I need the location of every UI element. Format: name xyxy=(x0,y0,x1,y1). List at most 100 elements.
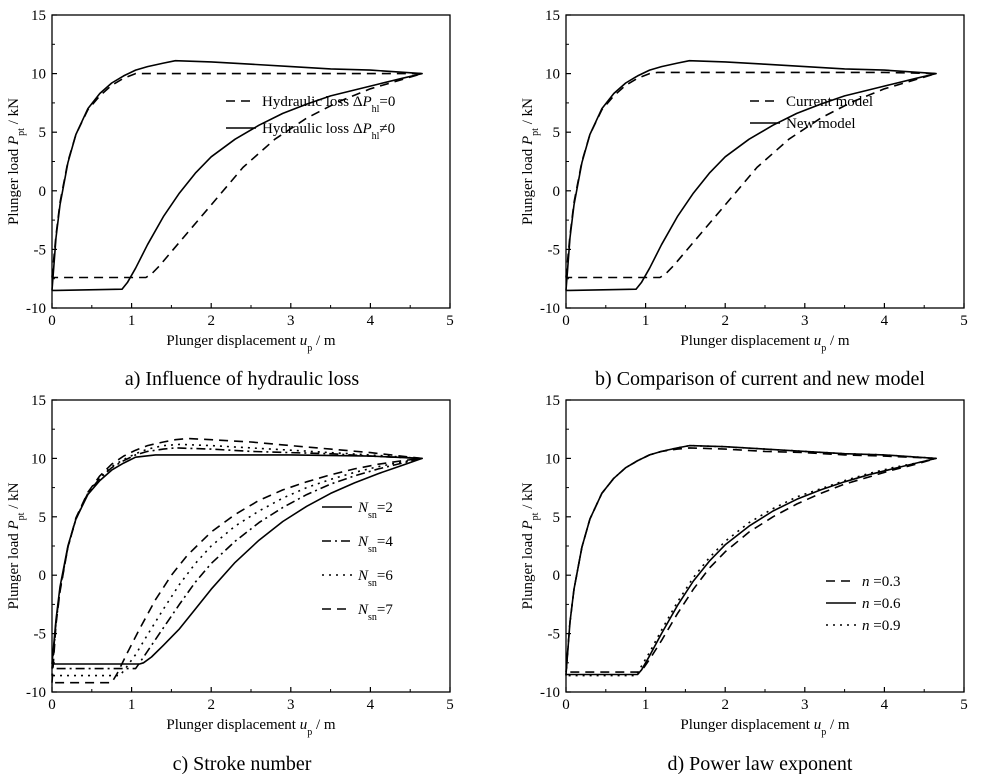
y-tick-label: 5 xyxy=(553,125,561,141)
y-tick-label: -5 xyxy=(548,242,561,258)
legend-entry-text: Hydraulic loss Δ xyxy=(262,121,363,137)
x-axis-label: Plunger displacement up / m xyxy=(680,717,849,738)
y-axis-label: Plunger load Ppt / kN xyxy=(6,482,27,609)
x-axis-label-text: Plunger displacement xyxy=(680,717,813,733)
plot-frame xyxy=(565,399,965,693)
plot-frame xyxy=(565,14,965,309)
series-line-1 xyxy=(51,59,423,292)
legend-entry: n =0.9 xyxy=(862,618,900,634)
y-tick-label: -10 xyxy=(26,685,46,701)
x-axis-label-var: u xyxy=(814,333,822,349)
y-axis-label-var: P xyxy=(6,136,22,146)
x-tick-label: 3 xyxy=(801,313,809,329)
legend-entry: Hydraulic loss ΔPhl=0 xyxy=(262,94,395,115)
x-tick-label: 1 xyxy=(642,697,650,713)
legend: Current model New model xyxy=(750,94,873,132)
x-axis-label-var: u xyxy=(300,333,308,349)
legend: n =0.3n =0.6n =0.9 xyxy=(826,574,901,634)
x-axis-label-sub: p xyxy=(821,343,826,354)
legend-entry-text: New model xyxy=(786,116,856,132)
y-tick-label: 15 xyxy=(31,393,46,409)
y-axis-label: Plunger load Ppt / kN xyxy=(6,98,27,225)
x-tick-label: 0 xyxy=(48,697,56,713)
x-axis-label-unit: / m xyxy=(826,717,850,733)
legend-entry-var: n xyxy=(862,618,870,634)
x-axis-label-text: Plunger displacement xyxy=(680,333,813,349)
x-axis-label-unit: / m xyxy=(826,333,850,349)
y-axis-label-sub: pt xyxy=(16,128,27,136)
y-tick-label: 15 xyxy=(31,8,46,24)
y-axis-label-var: P xyxy=(520,136,536,146)
y-tick-label: -5 xyxy=(548,627,561,643)
series-line-1 xyxy=(565,444,937,676)
x-axis-label: Plunger displacement up / m xyxy=(166,333,335,354)
x-tick-label: 3 xyxy=(287,313,295,329)
y-axis-label-text: Plunger load xyxy=(520,529,536,609)
x-tick-label: 5 xyxy=(446,697,454,713)
legend-entry-var: P xyxy=(361,94,371,110)
y-tick-label: -10 xyxy=(540,685,560,701)
y-axis-label-sub: pt xyxy=(530,512,541,520)
legend-entry-tail: =7 xyxy=(377,602,393,618)
legend-entry-tail: =0.9 xyxy=(870,618,901,634)
x-tick-label: 5 xyxy=(960,313,968,329)
legend-entry: Hydraulic loss ΔPhl≠0 xyxy=(262,121,395,142)
x-axis-label: Plunger displacement up / m xyxy=(166,717,335,738)
legend-entry-tail: =0 xyxy=(379,94,395,110)
series-line-3 xyxy=(51,437,423,684)
legend-entry-tail: ≠0 xyxy=(379,121,395,137)
series-line-0 xyxy=(565,71,937,279)
legend-entry-sub: sn xyxy=(368,612,377,623)
y-axis-label-sub: pt xyxy=(16,512,27,520)
y-tick-label: 10 xyxy=(545,67,560,83)
y-axis-label-text: Plunger load xyxy=(6,529,22,609)
x-axis-label: Plunger displacement up / m xyxy=(680,333,849,354)
x-tick-label: 1 xyxy=(128,697,136,713)
legend-entry-text: Hydraulic loss Δ xyxy=(262,94,363,110)
y-tick-label: 10 xyxy=(31,67,46,83)
y-tick-label: 15 xyxy=(545,393,560,409)
y-tick-label: 0 xyxy=(39,184,47,200)
legend-entry-tail: =6 xyxy=(377,568,393,584)
legend-entry-sub: hl xyxy=(372,131,380,142)
y-tick-label: 5 xyxy=(553,510,561,526)
legend-entry-var: N xyxy=(357,534,369,550)
series-line-2 xyxy=(565,444,937,677)
legend-entry: n =0.3 xyxy=(862,574,900,590)
y-axis-label: Plunger load Ppt / kN xyxy=(520,98,541,225)
y-tick-label: -10 xyxy=(26,301,46,317)
x-axis-label-unit: / m xyxy=(312,717,336,733)
x-tick-label: 4 xyxy=(367,697,375,713)
x-tick-label: 2 xyxy=(207,697,215,713)
x-axis-label-unit: / m xyxy=(312,333,336,349)
legend-entry: New model xyxy=(786,116,856,132)
series-line-1 xyxy=(51,447,423,670)
legend-entry-var: n xyxy=(862,574,870,590)
y-axis-label-var: P xyxy=(520,520,536,530)
legend-entry-sub: sn xyxy=(368,510,377,521)
y-axis-label-var: P xyxy=(6,520,22,530)
x-tick-label: 4 xyxy=(367,313,375,329)
y-tick-label: -10 xyxy=(540,301,560,317)
series-line-0 xyxy=(51,454,423,665)
legend-entry-var: N xyxy=(357,500,369,516)
series-line-1 xyxy=(565,59,937,292)
legend-entry: Nsn=4 xyxy=(357,534,393,555)
panel-b-caption: b) Comparison of current and new model xyxy=(595,368,925,390)
legend-entry-var: n xyxy=(862,596,870,612)
panel-a-caption: a) Influence of hydraulic loss xyxy=(125,368,360,390)
x-tick-label: 0 xyxy=(562,697,570,713)
y-axis-label: Plunger load Ppt / kN xyxy=(520,482,541,609)
y-tick-label: 5 xyxy=(39,510,47,526)
series-line-0 xyxy=(565,447,937,673)
y-tick-label: -5 xyxy=(34,627,47,643)
legend-entry-tail: =4 xyxy=(377,534,393,550)
legend-entry-sub: hl xyxy=(372,104,380,115)
legend-entry: Nsn=7 xyxy=(357,602,393,623)
